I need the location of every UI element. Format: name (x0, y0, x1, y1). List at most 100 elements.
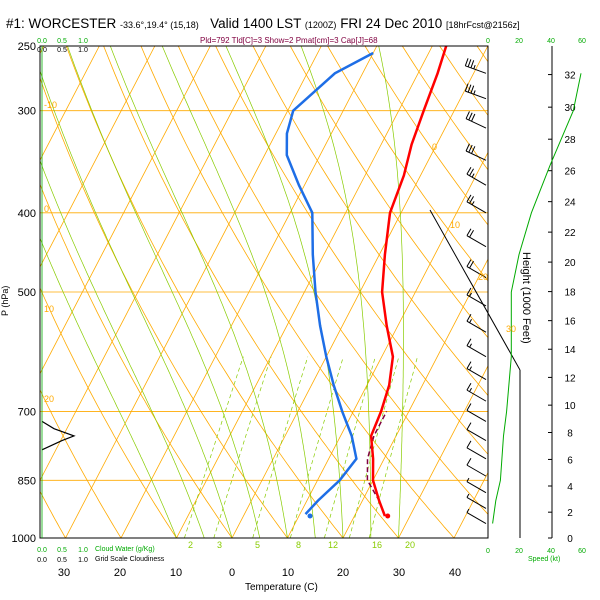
isotherm-label: 10 (44, 304, 54, 314)
mixing-ratio-label: 2 (188, 540, 193, 550)
pressure-tick-label: 500 (18, 287, 36, 299)
height-tick-label: 30 (564, 103, 576, 114)
mixing-ratio-line (368, 356, 418, 538)
wind-barb (466, 403, 487, 422)
speed-tick-label: 0 (486, 548, 490, 555)
isotherm-line (287, 151, 488, 538)
valid-zulu: (1200Z) (304, 20, 337, 30)
height-tick-label: 18 (564, 288, 576, 299)
wind-speed-profile (492, 73, 582, 524)
height-tick-label: 14 (564, 345, 576, 356)
wind-barb (465, 111, 487, 129)
temperature-tick-label: 20 (114, 567, 126, 579)
temperature-line (369, 46, 448, 517)
wind-barb (464, 58, 487, 74)
dewpoint-line (285, 51, 374, 515)
height-tick-label: 4 (567, 482, 573, 493)
moist-adiabat-line (109, 46, 288, 538)
cloud-water-label: Cloud Water (g/Kg) (95, 546, 155, 553)
height-tick-label: 16 (564, 317, 576, 328)
cloud-water-tick-label: 0.5 (57, 38, 67, 45)
mixing-ratio-line (289, 356, 344, 538)
dry-adiabat-label: 20 (478, 272, 488, 282)
temperature-tick-label: 10 (282, 567, 294, 579)
dry-adiabat-line (327, 46, 488, 282)
height-tick-label: 8 (567, 428, 573, 439)
wind-barb (466, 457, 487, 477)
height-tick-label: 2 (567, 508, 573, 519)
speed-tick-label: 40 (547, 38, 555, 45)
temperature-tick-label: 10 (170, 567, 182, 579)
wind-barb (466, 194, 487, 214)
mixing-ratio-label: 16 (372, 540, 382, 550)
wind-barb (466, 493, 487, 509)
valid-date: FRI 24 Dec 2010 (340, 16, 443, 31)
cloud-water-tick-label: 1.0 (78, 38, 88, 45)
dry-adiabat-label: 30 (506, 324, 516, 334)
speed-tick-label: 20 (515, 548, 523, 555)
moist-adiabat-line (225, 46, 344, 538)
temperature-tick-label: 30 (393, 567, 405, 579)
height-tick-label: 12 (564, 373, 576, 384)
dry-adiabat-line (40, 389, 122, 538)
moist-adiabat-line (40, 69, 233, 538)
mixing-ratio-label: 8 (296, 540, 301, 550)
height-axis-edge (429, 209, 521, 371)
station-name: #1: WORCESTER (6, 16, 117, 31)
mixing-ratio-label: 20 (405, 540, 415, 550)
height-tick-label: 24 (564, 198, 576, 209)
dry-adiabat-line (289, 46, 488, 339)
isotherm-line (176, 46, 433, 538)
wind-barb (466, 259, 487, 278)
mixing-ratio-line (252, 356, 309, 538)
isotherm-label: 20 (44, 394, 54, 404)
dry-adiabat-line (215, 46, 488, 455)
surface-dewpoint-point (307, 513, 313, 519)
wind-barb (466, 508, 487, 524)
pressure-tick-label: 300 (18, 106, 36, 118)
dry-adiabat-label: 10 (450, 220, 460, 230)
wind-barb (464, 83, 487, 100)
height-tick-label: 20 (564, 258, 576, 269)
wind-barb (466, 314, 487, 333)
wind-barb (466, 361, 487, 381)
moist-adiabat-line (40, 237, 177, 538)
dry-adiabat-line (177, 46, 488, 515)
wind-barb (466, 166, 487, 186)
wind-barb (466, 382, 487, 402)
dry-adiabat-line (364, 46, 488, 226)
moist-adiabat-line (300, 46, 372, 538)
speed-label: Speed (kt) (528, 556, 561, 563)
stability-indices: Pld=792 Tld[C]=3 Show=2 Pmat[cm]=3 Cap[J… (200, 36, 378, 45)
height-axis-label: Height (1000 Feet) (520, 252, 532, 344)
mixing-ratio-line (348, 356, 400, 538)
grid-scale-label: Grid Scale Cloudiness (95, 556, 165, 563)
isotherm-label: 0 (44, 204, 49, 214)
grid-scale-tick-label: 0.5 (57, 557, 67, 564)
cloud-water-tick-label: 0.0 (37, 547, 47, 554)
valid-time: Valid 1400 LST (210, 16, 302, 31)
mixing-ratio-line (324, 356, 376, 538)
speed-tick-label: 40 (547, 548, 555, 555)
height-tick-label: 22 (564, 228, 576, 239)
mixing-ratio-label: 12 (328, 540, 338, 550)
dry-adiabat-line (65, 46, 344, 538)
dry-adiabat-label: 0 (432, 142, 437, 152)
pressure-tick-label: 250 (18, 41, 36, 53)
y-axis-label: P (hPa) (0, 285, 10, 316)
pressure-tick-label: 400 (18, 208, 36, 220)
temperature-tick-label: 30 (58, 567, 70, 579)
speed-tick-label: 20 (515, 38, 523, 45)
cloud-water-tick-label: 0.5 (57, 547, 67, 554)
dry-adiabat-line (40, 76, 288, 538)
pressure-tick-label: 700 (18, 406, 36, 418)
height-tick-label: 26 (564, 167, 576, 178)
height-tick-label: 0 (567, 534, 573, 545)
mixing-ratio-line (213, 356, 272, 538)
mixing-ratio-line (184, 356, 244, 538)
isotherm-line (120, 46, 378, 538)
wind-barb (465, 143, 487, 161)
grid-scale-tick-label: 1.0 (78, 47, 88, 54)
temperature-tick-label: 20 (337, 567, 349, 579)
